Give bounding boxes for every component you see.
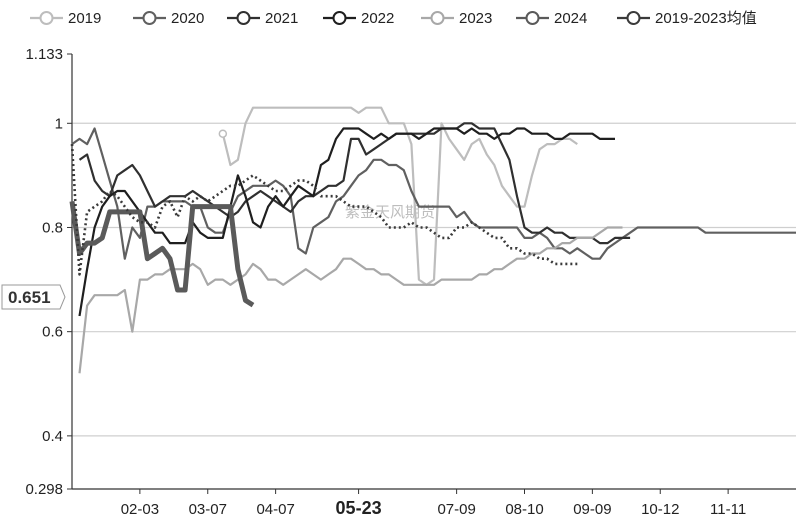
legend-label-0[interactable]: 2019 [68, 10, 101, 27]
legend-marker-4 [430, 11, 445, 25]
legend-label-3[interactable]: 2022 [361, 10, 394, 27]
legend-label-2[interactable]: 2021 [265, 10, 298, 27]
legend-marker-2 [236, 11, 251, 25]
legend-marker-6 [626, 11, 641, 25]
x-tick-label-3: 05-23 [336, 498, 382, 518]
series-point-0-0 [218, 129, 228, 138]
x-tick-label-4: 07-09 [437, 501, 475, 518]
tick-labels: 1.133 1 0.8 0.6 0.4 0.298 02-03 03-07 04-07 05-23… [25, 46, 746, 518]
x-tick-label-2: 04-07 [256, 501, 294, 518]
y-tick-label-2: 0.8 [42, 219, 63, 236]
legend-label-1[interactable]: 2020 [171, 10, 204, 27]
y-tick-label-1: 1 [55, 115, 63, 132]
series-line-2 [78, 122, 631, 245]
legend-marker-1 [142, 11, 157, 25]
x-tick-label-8: 11-11 [710, 501, 746, 518]
x-tick-label-6: 09-09 [573, 501, 611, 518]
legend[interactable]: 2019 2020 2021 2022 2023 2024 2019-2023均值 [30, 10, 757, 27]
x-tick-label-0: 02-03 [121, 501, 159, 518]
series-line-5 [69, 201, 255, 308]
legend-marker-3 [332, 11, 347, 25]
legend-marker-0 [39, 11, 54, 25]
current-value-tag: 0.651 [1, 284, 66, 310]
series-line-3 [78, 127, 615, 317]
current-value-box [1, 284, 66, 310]
y-tick-label-5: 0.298 [25, 481, 63, 498]
y-tick-label-3: 0.6 [42, 324, 63, 341]
legend-marker-5 [525, 11, 540, 25]
current-value-label: 0.651 [8, 288, 51, 307]
y-tick-label-4: 0.4 [42, 428, 63, 445]
x-tick-label-1: 03-07 [189, 501, 227, 518]
legend-label-6[interactable]: 2019-2023均值 [655, 10, 757, 27]
x-tick-label-7: 10-12 [641, 501, 679, 518]
axes [67, 53, 796, 494]
series-layer [69, 106, 796, 374]
legend-label-4[interactable]: 2023 [459, 10, 492, 27]
y-tick-label-0: 1.133 [25, 46, 63, 63]
x-tick-label-5: 08-10 [505, 501, 543, 518]
series-line-0 [221, 106, 578, 286]
legend-label-5[interactable]: 2024 [554, 10, 587, 27]
